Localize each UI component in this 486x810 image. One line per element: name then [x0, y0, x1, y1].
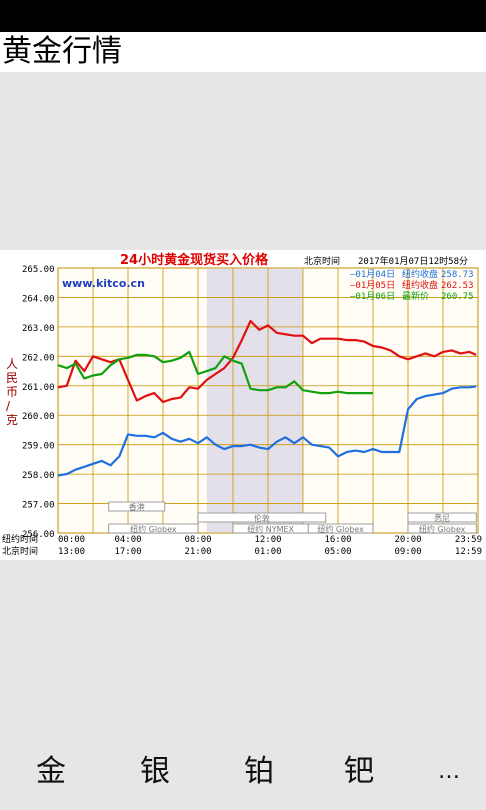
x-tick-label-row2: 12:59: [455, 547, 482, 557]
x-tick-label-row1: 04:00: [114, 535, 141, 545]
page-title: 黄金行情: [2, 34, 122, 69]
bottom-tab-bar: 金 银 铂 钯 …: [0, 740, 486, 810]
y-axis-label-char: 人: [6, 357, 18, 371]
y-tick-label: 256.00: [22, 530, 55, 540]
x-tick-label-row1: 12:00: [254, 535, 281, 545]
legend-value: 262.53: [441, 281, 474, 291]
market-session-bar: [407, 512, 477, 523]
y-tick-label: 265.00: [22, 265, 55, 275]
y-tick-label: 257.00: [22, 501, 55, 511]
legend-kind: 最新价: [402, 290, 429, 302]
market-session-bar: [307, 523, 374, 534]
y-tick-label: 260.00: [22, 412, 55, 422]
legend-date: —01月05日: [350, 280, 395, 291]
y-axis-label-char: 币: [6, 385, 18, 399]
x-tick-label-row1: 20:00: [394, 535, 421, 545]
legend-value: 260.75: [441, 292, 474, 302]
legend-date: —01月06日: [350, 291, 395, 302]
tab-silver[interactable]: 银: [140, 754, 170, 789]
series-line: [57, 385, 477, 477]
chart-source: www.kitco.cn: [62, 277, 145, 290]
market-session-label: 纽约 NYMEX: [247, 524, 294, 534]
y-tick-label: 263.00: [22, 324, 55, 334]
market-session-label: 纽约 Globex: [130, 524, 177, 534]
x-tick-label-row1: 16:00: [324, 535, 351, 545]
y-tick-label: 261.00: [22, 383, 55, 393]
market-session-bar: [407, 523, 477, 534]
market-session-bar: [108, 523, 199, 534]
y-tick-label: 262.00: [22, 353, 55, 363]
x-tick-label-row1: 08:00: [184, 535, 211, 545]
y-axis-label-char: 民: [6, 371, 18, 385]
chart-title: 24小时黄金现货买入价格: [120, 252, 269, 268]
series-line: [57, 350, 373, 395]
x-tick-label-row2: 17:00: [114, 547, 141, 557]
series-line: [57, 319, 477, 404]
tab-platinum[interactable]: 铂: [244, 754, 274, 789]
more-tab[interactable]: …: [438, 759, 460, 784]
x-tick-label-row2: 01:00: [254, 547, 281, 557]
chart-time-label: 北京时间: [304, 255, 340, 267]
x-tick-label-row2: 09:00: [394, 547, 421, 557]
y-tick-label: 258.00: [22, 471, 55, 481]
y-tick-label: 264.00: [22, 294, 55, 304]
x-tick-label-row2: 21:00: [184, 547, 211, 557]
chart-timestamp: 2017年01月07日12时58分: [358, 255, 468, 267]
x-axis-row2-label: 北京时间: [2, 545, 38, 557]
x-tick-label-row1: 00:00: [58, 535, 85, 545]
title-bar: 黄金行情: [0, 32, 486, 72]
tab-gold[interactable]: 金: [36, 754, 66, 789]
market-session-label: 纽约 Globex: [317, 524, 364, 534]
legend-value: 258.73: [441, 270, 474, 280]
x-tick-label-row2: 05:00: [324, 547, 351, 557]
market-session-label: 纽约 Globex: [419, 524, 466, 534]
chart-svg: 265.00 264.00 263.00 262.00 261.00 260.00 259.…: [2, 252, 482, 557]
legend-kind: 纽约收盘: [402, 279, 438, 291]
y-tick-label: 259.00: [22, 442, 55, 452]
status-bar: [0, 0, 486, 32]
x-tick-label-row2: 13:00: [58, 547, 85, 557]
y-axis-label-char: /: [6, 399, 11, 413]
legend-date: —01月04日: [350, 269, 395, 280]
market-session-bar: [197, 512, 327, 523]
gold-price-chart: 265.00 264.00 263.00 262.00 261.00 260.00 259.…: [0, 250, 486, 560]
market-session-label: 悉尼: [434, 513, 450, 523]
market-session-label: 伦敦: [254, 513, 270, 523]
market-session-bar: [108, 501, 166, 512]
tab-palladium[interactable]: 钯: [344, 754, 374, 789]
legend-kind: 纽约收盘: [402, 268, 438, 280]
x-axis-row1-label: 纽约时间: [2, 533, 38, 545]
shaded-region: [206, 268, 303, 533]
y-axis-label-char: 克: [6, 413, 18, 427]
x-tick-label-row1: 23:59: [455, 535, 482, 545]
market-session-label: 香港: [129, 502, 145, 512]
